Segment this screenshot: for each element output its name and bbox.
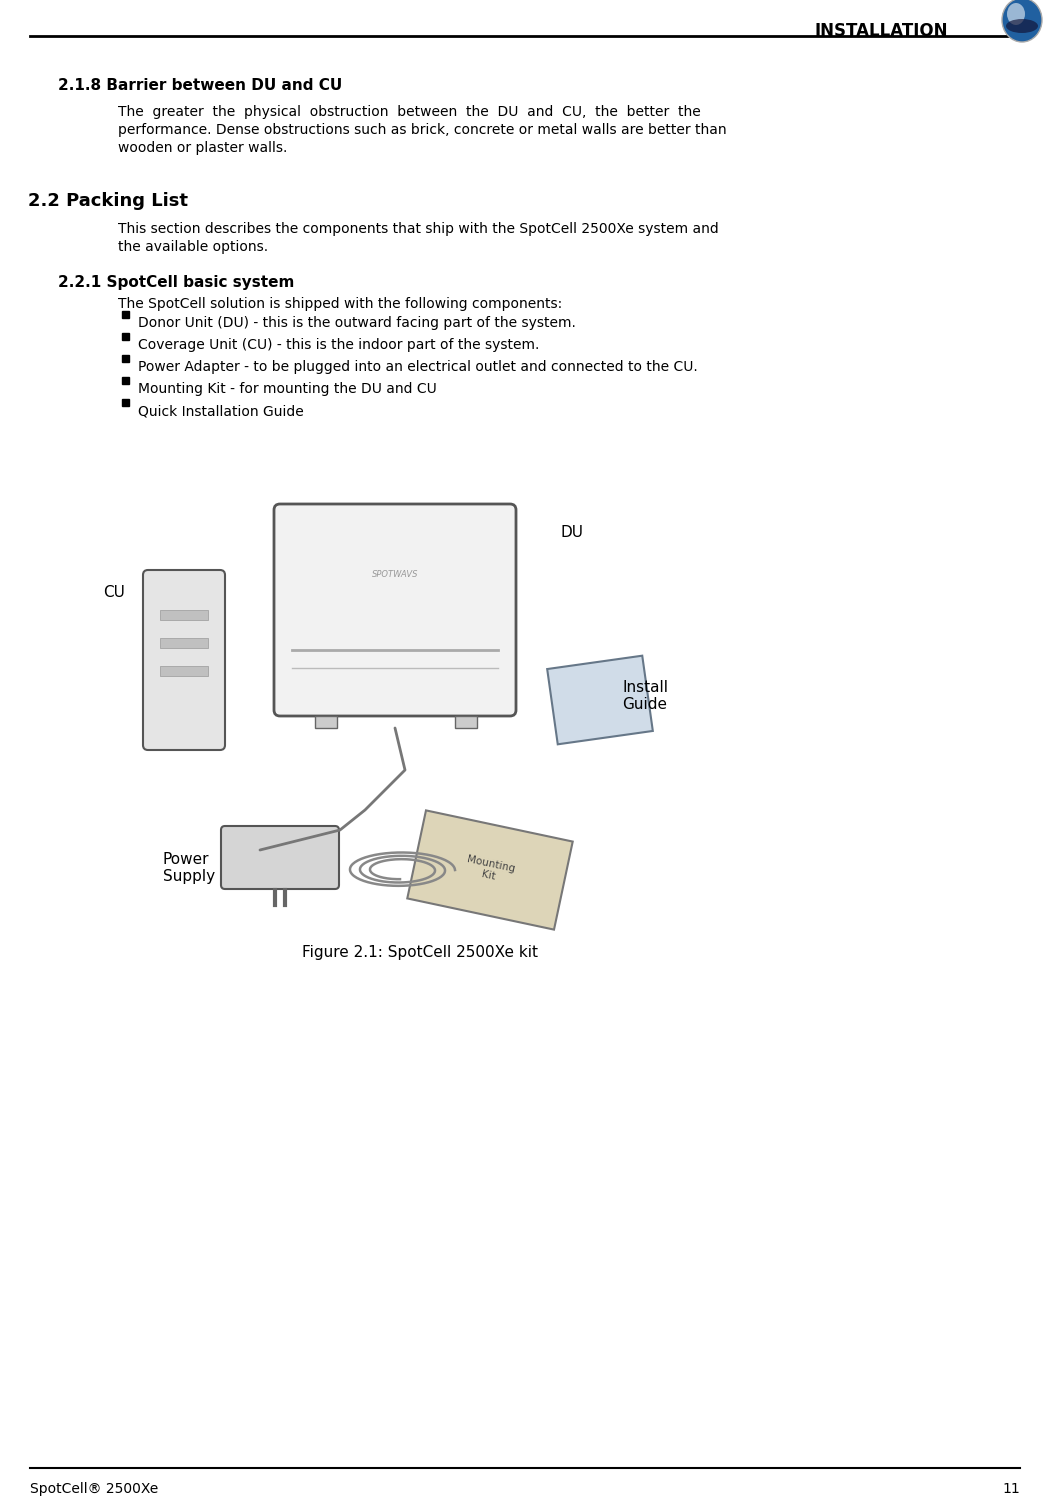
Text: Power Adapter - to be plugged into an electrical outlet and connected to the CU.: Power Adapter - to be plugged into an el… <box>138 360 698 373</box>
Bar <box>122 355 129 361</box>
Bar <box>315 715 337 727</box>
Text: Quick Installation Guide: Quick Installation Guide <box>138 404 303 419</box>
Text: Install
Guide: Install Guide <box>622 681 668 712</box>
Text: INSTALLATION: INSTALLATION <box>815 23 948 41</box>
Text: SpotCell® 2500Xe: SpotCell® 2500Xe <box>30 1482 159 1495</box>
Text: This section describes the components that ship with the SpotCell 2500Xe system : This section describes the components th… <box>118 221 719 236</box>
FancyBboxPatch shape <box>274 505 516 715</box>
Bar <box>160 610 208 620</box>
Ellipse shape <box>1007 3 1025 26</box>
Text: SPOTWAVS: SPOTWAVS <box>372 569 418 578</box>
Ellipse shape <box>1006 20 1038 33</box>
Text: wooden or plaster walls.: wooden or plaster walls. <box>118 142 288 155</box>
Text: Mounting
Kit: Mounting Kit <box>464 854 517 886</box>
Polygon shape <box>407 810 572 929</box>
Bar <box>160 666 208 676</box>
Text: the available options.: the available options. <box>118 239 268 255</box>
Text: 11: 11 <box>1003 1482 1020 1495</box>
FancyBboxPatch shape <box>143 569 225 750</box>
Bar <box>160 639 208 648</box>
Text: 2.1.8 Barrier between DU and CU: 2.1.8 Barrier between DU and CU <box>58 78 342 93</box>
Text: performance. Dense obstructions such as brick, concrete or metal walls are bette: performance. Dense obstructions such as … <box>118 123 727 137</box>
Ellipse shape <box>1002 0 1042 42</box>
FancyBboxPatch shape <box>220 825 339 889</box>
Text: 2.2.1 SpotCell basic system: 2.2.1 SpotCell basic system <box>58 276 294 291</box>
Text: Figure 2.1: SpotCell 2500Xe kit: Figure 2.1: SpotCell 2500Xe kit <box>302 944 538 959</box>
Text: DU: DU <box>560 526 583 541</box>
Text: CU: CU <box>103 584 125 599</box>
Bar <box>455 715 477 727</box>
Text: The SpotCell solution is shipped with the following components:: The SpotCell solution is shipped with th… <box>118 297 562 312</box>
Bar <box>122 399 129 407</box>
Text: Mounting Kit - for mounting the DU and CU: Mounting Kit - for mounting the DU and C… <box>138 383 437 396</box>
Bar <box>122 312 129 318</box>
Polygon shape <box>547 655 653 744</box>
Bar <box>122 333 129 340</box>
Text: Donor Unit (DU) - this is the outward facing part of the system.: Donor Unit (DU) - this is the outward fa… <box>138 316 575 330</box>
Text: Coverage Unit (CU) - this is the indoor part of the system.: Coverage Unit (CU) - this is the indoor … <box>138 337 540 352</box>
Text: The  greater  the  physical  obstruction  between  the  DU  and  CU,  the  bette: The greater the physical obstruction bet… <box>118 105 700 119</box>
Text: Power
Supply: Power Supply <box>163 852 215 884</box>
Text: 2.2 Packing List: 2.2 Packing List <box>28 191 188 209</box>
Bar <box>122 376 129 384</box>
